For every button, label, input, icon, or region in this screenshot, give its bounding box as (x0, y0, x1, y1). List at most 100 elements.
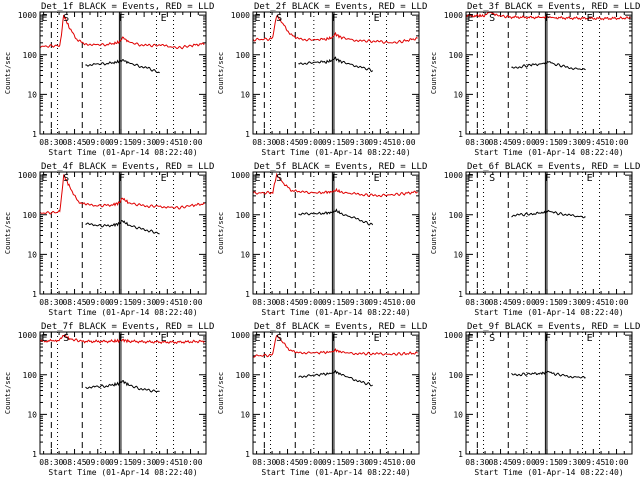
x-tick-label: 09:00 (299, 458, 323, 467)
plot-title: Det_3f BLACK = Events, RED = LLD (467, 2, 640, 12)
y-tick-label: 100 (236, 51, 251, 60)
phase-marker-label: F (119, 333, 125, 344)
y-tick-label: 1 (32, 130, 37, 139)
y-axis-label: Counts/sec (430, 372, 438, 414)
x-tick-label: 09:00 (512, 138, 536, 147)
y-tick-label: 10 (27, 250, 37, 259)
y-tick-label: 10 (27, 410, 37, 419)
x-axis-label: Start Time (01-Apr-14 08:22:40) (261, 148, 410, 157)
x-tick-label: 08:30 (465, 458, 489, 467)
phase-marker-label: E (161, 13, 167, 24)
y-tick-label: 100 (23, 51, 38, 60)
series-line-lld (39, 14, 205, 50)
plot-title: Det_1f BLACK = Events, RED = LLD (41, 2, 214, 12)
x-tick-label: 08:30 (252, 458, 276, 467)
phase-marker-label: F (545, 13, 551, 24)
y-tick-label: 1000 (18, 331, 37, 340)
x-tick-label: 08:30 (465, 298, 489, 307)
detector-plot: Det_3f BLACK = Events, RED = LLD Counts/s… (430, 2, 640, 157)
phase-marker-label: S (489, 173, 495, 184)
x-tick-label: 08:45 (275, 458, 299, 467)
phase-marker-label: F (545, 173, 551, 184)
y-tick-label: 10 (27, 90, 37, 99)
x-tick-label: 09:00 (86, 138, 110, 147)
phase-marker-label: E (587, 333, 593, 344)
phase-marker-label: F (119, 173, 125, 184)
phase-marker-label: S (63, 333, 69, 344)
x-tick-label: 09:15 (535, 458, 559, 467)
series-line-events (85, 380, 160, 393)
x-tick-label: 08:45 (275, 138, 299, 147)
phase-marker-label: S (63, 13, 69, 24)
series-line-events (298, 208, 374, 226)
y-tick-label: 100 (236, 371, 251, 380)
y-tick-label: 10 (453, 410, 463, 419)
detector-plot: Det_4f BLACK = Events, RED = LLD Counts/s… (4, 162, 214, 317)
x-tick-label: 10:00 (391, 458, 415, 467)
plot-frame (252, 331, 420, 455)
y-tick-label: 10 (453, 90, 463, 99)
phase-marker-label: E (468, 333, 474, 344)
x-tick-label: 08:30 (252, 138, 276, 147)
x-tick-label: 09:00 (512, 298, 536, 307)
x-tick-label: 09:15 (535, 138, 559, 147)
x-tick-label: 10:00 (178, 138, 202, 147)
x-tick-label: 09:45 (368, 458, 392, 467)
y-tick-label: 1000 (444, 331, 463, 340)
plot-frame (252, 171, 420, 295)
phase-marker-label: E (255, 13, 261, 24)
phase-marker-label: F (119, 13, 125, 24)
detector-plot: Det_9f BLACK = Events, RED = LLD Counts/s… (430, 322, 640, 477)
x-tick-label: 08:45 (488, 298, 512, 307)
phase-marker-label: E (255, 333, 261, 344)
y-axis-label: Counts/sec (430, 212, 438, 254)
phase-marker-label: E (587, 13, 593, 24)
series-line-events (85, 59, 160, 74)
x-axis-label: Start Time (01-Apr-14 08:22:40) (48, 468, 197, 477)
x-tick-label: 09:45 (155, 298, 179, 307)
y-axis-label: Counts/sec (430, 52, 438, 94)
x-axis-label: Start Time (01-Apr-14 08:22:40) (261, 308, 410, 317)
plot-title: Det_4f BLACK = Events, RED = LLD (41, 162, 214, 172)
series-line-lld (252, 14, 418, 44)
detector-plot: Det_2f BLACK = Events, RED = LLD Counts/s… (217, 2, 427, 157)
phase-marker-label: E (374, 333, 380, 344)
y-tick-label: 10 (240, 250, 250, 259)
x-tick-label: 09:00 (299, 138, 323, 147)
phase-marker-label: S (489, 13, 495, 24)
x-tick-label: 09:00 (299, 298, 323, 307)
x-axis-label: Start Time (01-Apr-14 08:22:40) (474, 468, 623, 477)
x-tick-label: 09:30 (345, 138, 369, 147)
plot-title: Det_6f BLACK = Events, RED = LLD (467, 162, 640, 172)
x-tick-label: 08:30 (252, 298, 276, 307)
y-tick-label: 100 (23, 211, 38, 220)
plot-frame (252, 11, 420, 135)
y-tick-label: 1000 (231, 331, 250, 340)
phase-marker-label: E (468, 173, 474, 184)
y-tick-label: 100 (449, 211, 464, 220)
x-tick-label: 10:00 (391, 138, 415, 147)
y-tick-label: 100 (236, 211, 251, 220)
x-tick-label: 09:15 (535, 298, 559, 307)
series-line-events (298, 369, 373, 387)
phase-marker-label: S (276, 173, 282, 184)
x-tick-label: 09:15 (322, 298, 346, 307)
y-axis-label: Counts/sec (4, 372, 12, 414)
y-tick-label: 1 (32, 450, 37, 459)
y-tick-label: 1 (458, 130, 463, 139)
x-tick-label: 09:30 (132, 458, 156, 467)
x-axis-label: Start Time (01-Apr-14 08:22:40) (474, 308, 623, 317)
x-tick-label: 09:00 (86, 458, 110, 467)
y-tick-label: 1000 (18, 171, 37, 180)
series-line-lld (465, 11, 631, 21)
plot-frame (39, 171, 207, 295)
x-axis-label: Start Time (01-Apr-14 08:22:40) (48, 308, 197, 317)
x-tick-label: 09:45 (368, 298, 392, 307)
y-tick-label: 1000 (231, 11, 250, 20)
x-tick-label: 09:00 (512, 458, 536, 467)
x-tick-label: 08:45 (488, 138, 512, 147)
phase-marker-label: E (587, 173, 593, 184)
phase-marker-label: F (545, 333, 551, 344)
x-tick-label: 09:30 (132, 298, 156, 307)
plot-frame (465, 11, 633, 135)
